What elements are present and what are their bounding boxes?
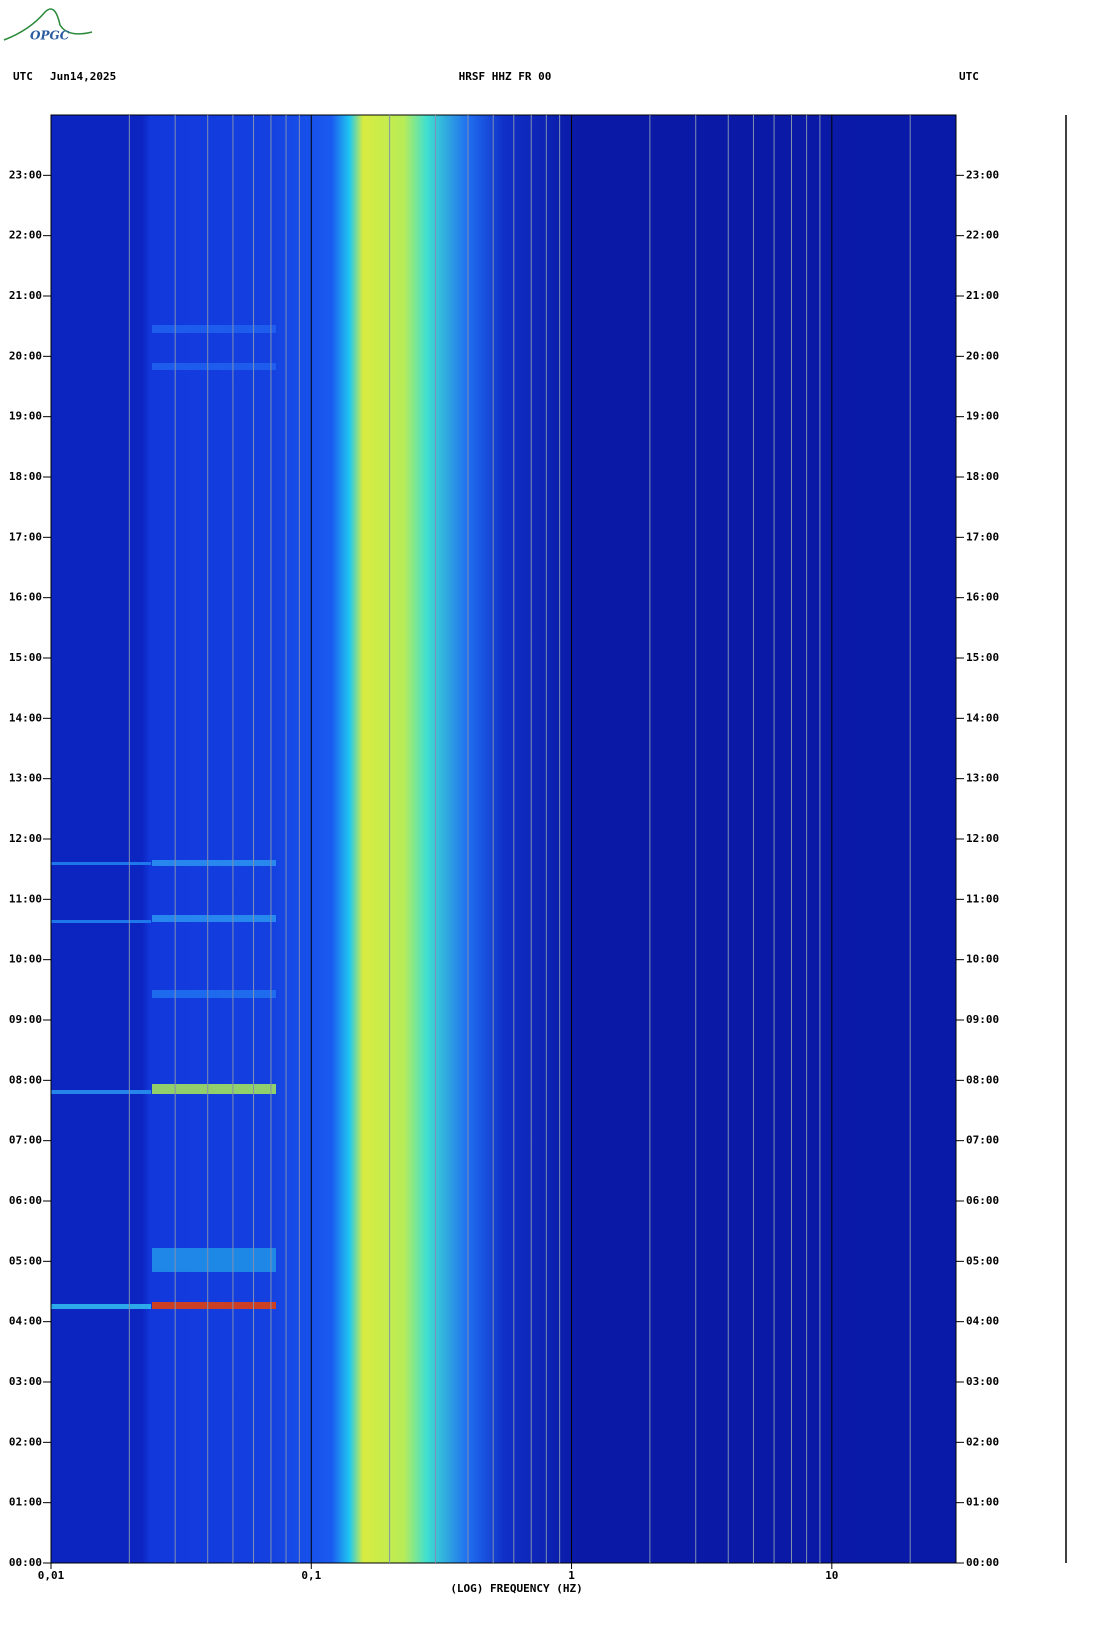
- y-tick-label: 18:00: [966, 470, 999, 483]
- y-tick-label: 22:00: [9, 229, 42, 242]
- y-tick-label: 12:00: [966, 832, 999, 845]
- y-tick-label: 09:00: [966, 1013, 999, 1026]
- y-tick-label: 01:00: [9, 1496, 42, 1509]
- y-tick-label: 17:00: [9, 530, 42, 543]
- y-tick-label: 14:00: [966, 711, 999, 724]
- y-tick-label: 23:00: [9, 168, 42, 181]
- y-tick-label: 00:00: [966, 1556, 999, 1569]
- y-tick-label: 03:00: [9, 1375, 42, 1388]
- y-tick-label: 08:00: [966, 1073, 999, 1086]
- y-tick-label: 21:00: [966, 289, 999, 302]
- x-axis-label: (LOG) FREQUENCY (HZ): [450, 1582, 582, 1595]
- y-tick-label: 11:00: [9, 892, 42, 905]
- y-tick-label: 05:00: [9, 1254, 42, 1267]
- y-tick-label: 13:00: [966, 772, 999, 785]
- y-tick-label: 12:00: [9, 832, 42, 845]
- y-tick-label: 13:00: [9, 772, 42, 785]
- time-zone: UTC: [13, 70, 33, 83]
- y-tick-label: 23:00: [966, 168, 999, 181]
- y-tick-label: 21:00: [9, 289, 42, 302]
- spectrogram-image: [51, 115, 956, 1563]
- y-tick-label: 04:00: [966, 1315, 999, 1328]
- x-tick-label: 10: [825, 1569, 838, 1582]
- time-zone: UTC: [959, 70, 979, 83]
- y-tick-label: 00:00: [9, 1556, 42, 1569]
- y-tick-label: 15:00: [9, 651, 42, 664]
- chart-title: HRSF HHZ FR 00: [459, 70, 552, 83]
- y-tick-label: 16:00: [966, 591, 999, 604]
- logo-text: OPGC: [30, 29, 70, 43]
- events: [51, 325, 276, 1309]
- y-tick-label: 19:00: [9, 410, 42, 423]
- y-tick-label: 07:00: [966, 1134, 999, 1147]
- y-tick-label: 17:00: [966, 530, 999, 543]
- y-tick-label: 09:00: [9, 1013, 42, 1026]
- logo: OPGC: [3, 8, 93, 43]
- x-tick-label: 1: [568, 1569, 575, 1582]
- y-tick-label: 02:00: [9, 1435, 42, 1448]
- y-tick-label: 20:00: [966, 349, 999, 362]
- x-tick-label: 0,01: [38, 1569, 65, 1582]
- y-tick-label: 11:00: [966, 892, 999, 905]
- y-tick-label: 03:00: [966, 1375, 999, 1388]
- y-tick-label: 19:00: [966, 410, 999, 423]
- y-tick-label: 10:00: [9, 953, 42, 966]
- y-tick-label: 05:00: [966, 1254, 999, 1267]
- y-tick-label: 07:00: [9, 1134, 42, 1147]
- y-tick-label: 06:00: [966, 1194, 999, 1207]
- y-tick-label: 04:00: [9, 1315, 42, 1328]
- date: Jun14,2025: [50, 70, 116, 83]
- y-tick-label: 08:00: [9, 1073, 42, 1086]
- y-tick-label: 20:00: [9, 349, 42, 362]
- x-tick-label: 0,1: [301, 1569, 321, 1582]
- y-tick-label: 06:00: [9, 1194, 42, 1207]
- y-tick-label: 22:00: [966, 229, 999, 242]
- y-tick-label: 10:00: [966, 953, 999, 966]
- y-tick-label: 01:00: [966, 1496, 999, 1509]
- y-tick-label: 16:00: [9, 591, 42, 604]
- y-tick-label: 15:00: [966, 651, 999, 664]
- y-tick-label: 18:00: [9, 470, 42, 483]
- y-tick-label: 02:00: [966, 1435, 999, 1448]
- y-tick-label: 14:00: [9, 711, 42, 724]
